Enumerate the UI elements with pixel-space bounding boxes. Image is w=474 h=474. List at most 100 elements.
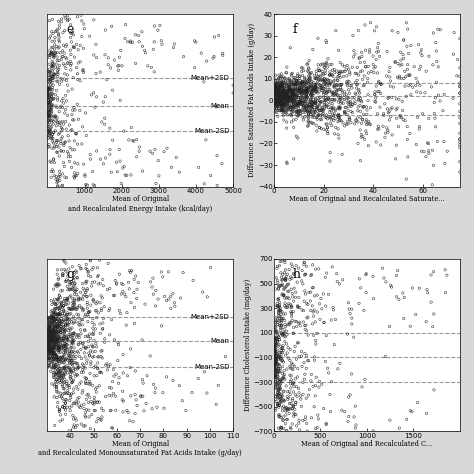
Point xyxy=(336,67,344,75)
Point xyxy=(274,345,282,353)
Point xyxy=(65,364,73,372)
Point xyxy=(312,100,319,108)
Point xyxy=(68,348,75,356)
Point xyxy=(93,298,101,306)
Point xyxy=(58,359,65,366)
Point xyxy=(354,64,361,71)
Point xyxy=(46,327,53,335)
Point xyxy=(323,58,330,66)
Point xyxy=(333,81,341,88)
Point xyxy=(272,368,279,375)
Point xyxy=(275,401,283,409)
Point xyxy=(328,96,336,103)
Point xyxy=(271,91,279,99)
Point xyxy=(336,114,343,122)
Point xyxy=(293,77,301,84)
Point xyxy=(55,144,63,151)
Point xyxy=(382,353,389,360)
Point xyxy=(55,292,63,300)
Point xyxy=(53,354,60,361)
Point xyxy=(50,354,57,362)
Text: Mean+2SD: Mean+2SD xyxy=(191,75,229,81)
Point xyxy=(422,153,430,161)
Point xyxy=(276,90,284,98)
Point xyxy=(324,104,332,111)
Point xyxy=(275,83,283,91)
Point xyxy=(170,44,177,51)
Point xyxy=(271,88,279,95)
Point xyxy=(55,353,62,361)
Point xyxy=(283,98,290,106)
Point xyxy=(290,80,297,87)
Point xyxy=(275,333,283,340)
Point xyxy=(418,147,425,155)
Point xyxy=(285,87,293,94)
Point xyxy=(301,78,308,86)
Point xyxy=(298,267,306,274)
Point xyxy=(70,329,78,337)
Point xyxy=(279,101,287,109)
Point xyxy=(80,362,88,369)
Point xyxy=(59,302,67,310)
Point xyxy=(55,406,63,413)
Point xyxy=(359,102,367,110)
Point xyxy=(313,424,321,431)
Point xyxy=(46,118,53,126)
Point xyxy=(282,95,290,102)
Point xyxy=(119,351,127,358)
Point xyxy=(51,310,58,317)
Point xyxy=(44,87,52,95)
Point xyxy=(51,347,58,355)
Point xyxy=(54,328,62,336)
Point xyxy=(303,314,310,322)
Point xyxy=(60,333,67,341)
Point xyxy=(341,108,348,116)
Point xyxy=(273,331,281,339)
Point xyxy=(300,102,307,110)
Point xyxy=(314,73,321,81)
Point xyxy=(70,330,77,337)
Point xyxy=(276,381,283,388)
Point xyxy=(55,62,63,69)
Point xyxy=(297,81,304,89)
Point xyxy=(82,344,89,352)
Point xyxy=(46,334,53,342)
Point xyxy=(50,343,58,350)
Point xyxy=(90,400,98,408)
Point xyxy=(360,72,368,80)
Point xyxy=(171,302,179,310)
Point xyxy=(53,342,60,349)
Point xyxy=(271,356,279,364)
Point xyxy=(297,93,304,101)
Point xyxy=(300,261,308,268)
Point xyxy=(302,75,310,83)
Point xyxy=(307,91,314,99)
Point xyxy=(433,58,441,65)
Point xyxy=(281,98,289,105)
Point xyxy=(46,131,53,138)
Point xyxy=(85,308,93,316)
Point xyxy=(303,100,311,107)
Point xyxy=(363,110,371,118)
Point xyxy=(74,364,82,372)
Point xyxy=(88,91,95,99)
Point xyxy=(54,77,62,85)
Point xyxy=(64,327,72,335)
Point xyxy=(54,64,62,72)
Point xyxy=(280,93,287,101)
Point xyxy=(46,333,53,341)
Point xyxy=(54,114,61,122)
Point xyxy=(271,342,278,349)
Point xyxy=(322,419,330,427)
Point xyxy=(309,113,316,121)
Point xyxy=(283,407,291,414)
Point xyxy=(291,96,298,104)
Point xyxy=(61,14,69,22)
Point xyxy=(287,96,295,103)
Point xyxy=(274,373,282,380)
Point xyxy=(61,401,68,409)
Point xyxy=(47,336,55,344)
Point xyxy=(301,98,309,105)
Point xyxy=(284,405,292,412)
Point xyxy=(48,330,56,338)
